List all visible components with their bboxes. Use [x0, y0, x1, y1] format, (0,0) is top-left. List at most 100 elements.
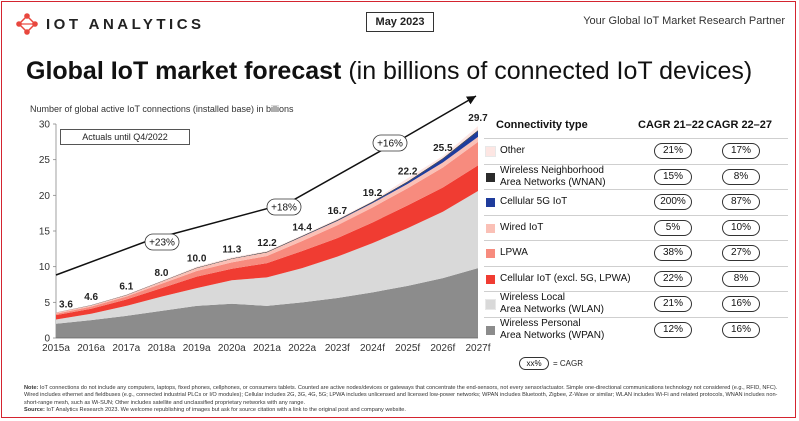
cagr-21-22-value: 200%	[654, 194, 692, 210]
legend-label-line1: Wired IoT	[500, 221, 544, 233]
x-tick-label: 2020a	[218, 343, 246, 354]
cagr-22-27-value: 8%	[722, 270, 760, 287]
cagr-21-22-value: 21%	[654, 143, 692, 159]
page-title: Global IoT market forecast (in billions …	[26, 57, 752, 86]
legend-divider	[484, 291, 788, 292]
legend-divider	[484, 316, 788, 318]
cagr-key: xx% = CAGR	[519, 357, 583, 370]
y-tick-label: 25	[39, 155, 51, 166]
tagline: Your Global IoT Market Research Partner	[583, 15, 785, 27]
cagr-21-22-value: 38%	[654, 245, 692, 261]
cagr-key-pill: xx%	[519, 357, 549, 370]
logo-text: IOT ANALYTICS	[46, 15, 205, 33]
legend-swatch	[486, 223, 495, 233]
cagr-badge	[144, 233, 180, 251]
cagr-22-27-value: 17%	[722, 143, 760, 159]
legend-header-type: Connectivity type	[496, 119, 588, 131]
legend-divider	[484, 189, 788, 190]
cagr-21-22-value: 12%	[654, 321, 692, 338]
source-label: Source:	[24, 407, 45, 414]
actuals-note: Actuals until Q4/2022	[60, 129, 190, 145]
cagr-22-27-value: 10%	[722, 219, 760, 236]
title-bold: Global IoT market forecast	[26, 57, 342, 85]
y-tick-label: 0	[44, 334, 50, 345]
cagr-22-27-value: 87%	[722, 194, 760, 210]
legend-divider	[484, 214, 788, 216]
total-value-label: 3.6	[59, 299, 73, 310]
y-axis-label: Number of global active IoT connections …	[30, 104, 294, 114]
legend-row: Wireless Personal Area Networks (WPAN) 12%…	[484, 317, 788, 343]
legend-divider	[484, 163, 788, 165]
legend-header-cagr-21-22: CAGR 21–22	[638, 119, 705, 131]
logo: IOT ANALYTICS	[14, 11, 205, 37]
cagr-22-27-value: 16%	[722, 296, 760, 312]
area-series	[56, 268, 478, 338]
legend-row: Wired IoT 5% 10%	[484, 215, 788, 241]
legend-divider	[484, 138, 788, 139]
legend-label: Other	[500, 145, 650, 157]
cagr-badge-label: +16%	[377, 139, 403, 150]
legend-label-line1: Wireless Personal	[500, 317, 581, 329]
note-label: Note:	[24, 385, 39, 391]
total-value-label: 19.2	[363, 188, 383, 199]
total-value-label: 25.5	[433, 143, 453, 154]
total-value-label: 11.3	[222, 244, 241, 255]
legend-header-cagr-22-27: CAGR 22–27	[706, 119, 773, 131]
x-tick-label: 2015a	[42, 343, 70, 354]
legend-row: Wireless Neighborhood Area Networks (WNAN…	[484, 164, 788, 190]
legend-row: Wireless Local Area Networks (WLAN) 21% 16%	[484, 291, 788, 317]
total-value-label: 12.2	[257, 238, 277, 249]
legend-label-line1: Cellular IoT (excl. 5G, LPWA)	[500, 272, 631, 284]
legend-swatch	[485, 146, 496, 157]
cagr-22-27-value: 8%	[722, 168, 760, 185]
x-tick-label: 2016a	[77, 343, 105, 354]
y-tick-label: 30	[39, 120, 51, 131]
x-tick-label: 2022a	[288, 343, 316, 354]
legend-label-line1: Wireless Local	[500, 292, 566, 303]
legend-label-line1: Other	[500, 145, 526, 156]
total-value-label: 4.6	[84, 292, 98, 303]
legend-row: LPWA 38% 27%	[484, 240, 788, 266]
footnotes: Note: IoT connections do not include any…	[24, 385, 784, 415]
legend-swatch	[485, 299, 496, 310]
cagr-badge	[266, 198, 302, 216]
legend-label: Cellular IoT (excl. 5G, LPWA)	[500, 273, 650, 285]
x-tick-label: 2027f	[465, 343, 490, 354]
title-rest: (in billions of connected IoT devices)	[341, 57, 753, 85]
legend-swatch	[486, 325, 495, 335]
source-line: Source: IoT Analytics Research 2023. We …	[24, 407, 784, 414]
total-value-label: 16.7	[328, 206, 348, 217]
legend-swatch	[486, 198, 495, 207]
total-value-label: 22.2	[398, 167, 418, 178]
legend-label-line1: LPWA	[500, 247, 528, 258]
cagr-22-27-value: 27%	[722, 245, 760, 261]
legend-label-line2: Area Networks (WLAN)	[500, 304, 604, 315]
cagr-21-22-value: 15%	[654, 168, 692, 185]
legend-row: Cellular IoT (excl. 5G, LPWA) 22% 8%	[484, 266, 788, 292]
legend-label: Wireless Local Area Networks (WLAN)	[500, 292, 650, 316]
cagr-badge	[372, 134, 408, 152]
legend-divider	[484, 265, 788, 267]
cagr-22-27-value: 16%	[722, 321, 760, 338]
legend-label-line2: Area Networks (WNAN)	[500, 176, 606, 188]
legend-label: Wireless Neighborhood Area Networks (WNAN…	[500, 165, 650, 189]
cagr-21-22-value: 5%	[654, 219, 692, 236]
x-tick-label: 2024f	[360, 343, 385, 354]
x-tick-label: 2026f	[430, 343, 455, 354]
legend-label: Wired IoT	[500, 222, 650, 234]
total-value-label: 8.0	[155, 268, 169, 279]
total-value-label: 6.1	[119, 281, 133, 292]
legend-divider	[484, 240, 788, 241]
note-line: Note: IoT connections do not include any…	[24, 385, 784, 407]
total-value-label: 10.0	[187, 254, 207, 265]
cagr-badge-label: +18%	[271, 203, 297, 214]
legend-label-line2: Area Networks (WPAN)	[500, 329, 605, 341]
legend-row: Cellular 5G IoT 200% 87%	[484, 189, 788, 215]
cagr-21-22-value: 21%	[654, 296, 692, 312]
x-tick-label: 2019a	[183, 343, 211, 354]
x-tick-label: 2023f	[325, 343, 350, 354]
logo-network-icon	[16, 13, 38, 35]
legend-swatch	[486, 172, 495, 182]
legend-label-line1: Cellular 5G IoT	[500, 196, 568, 207]
